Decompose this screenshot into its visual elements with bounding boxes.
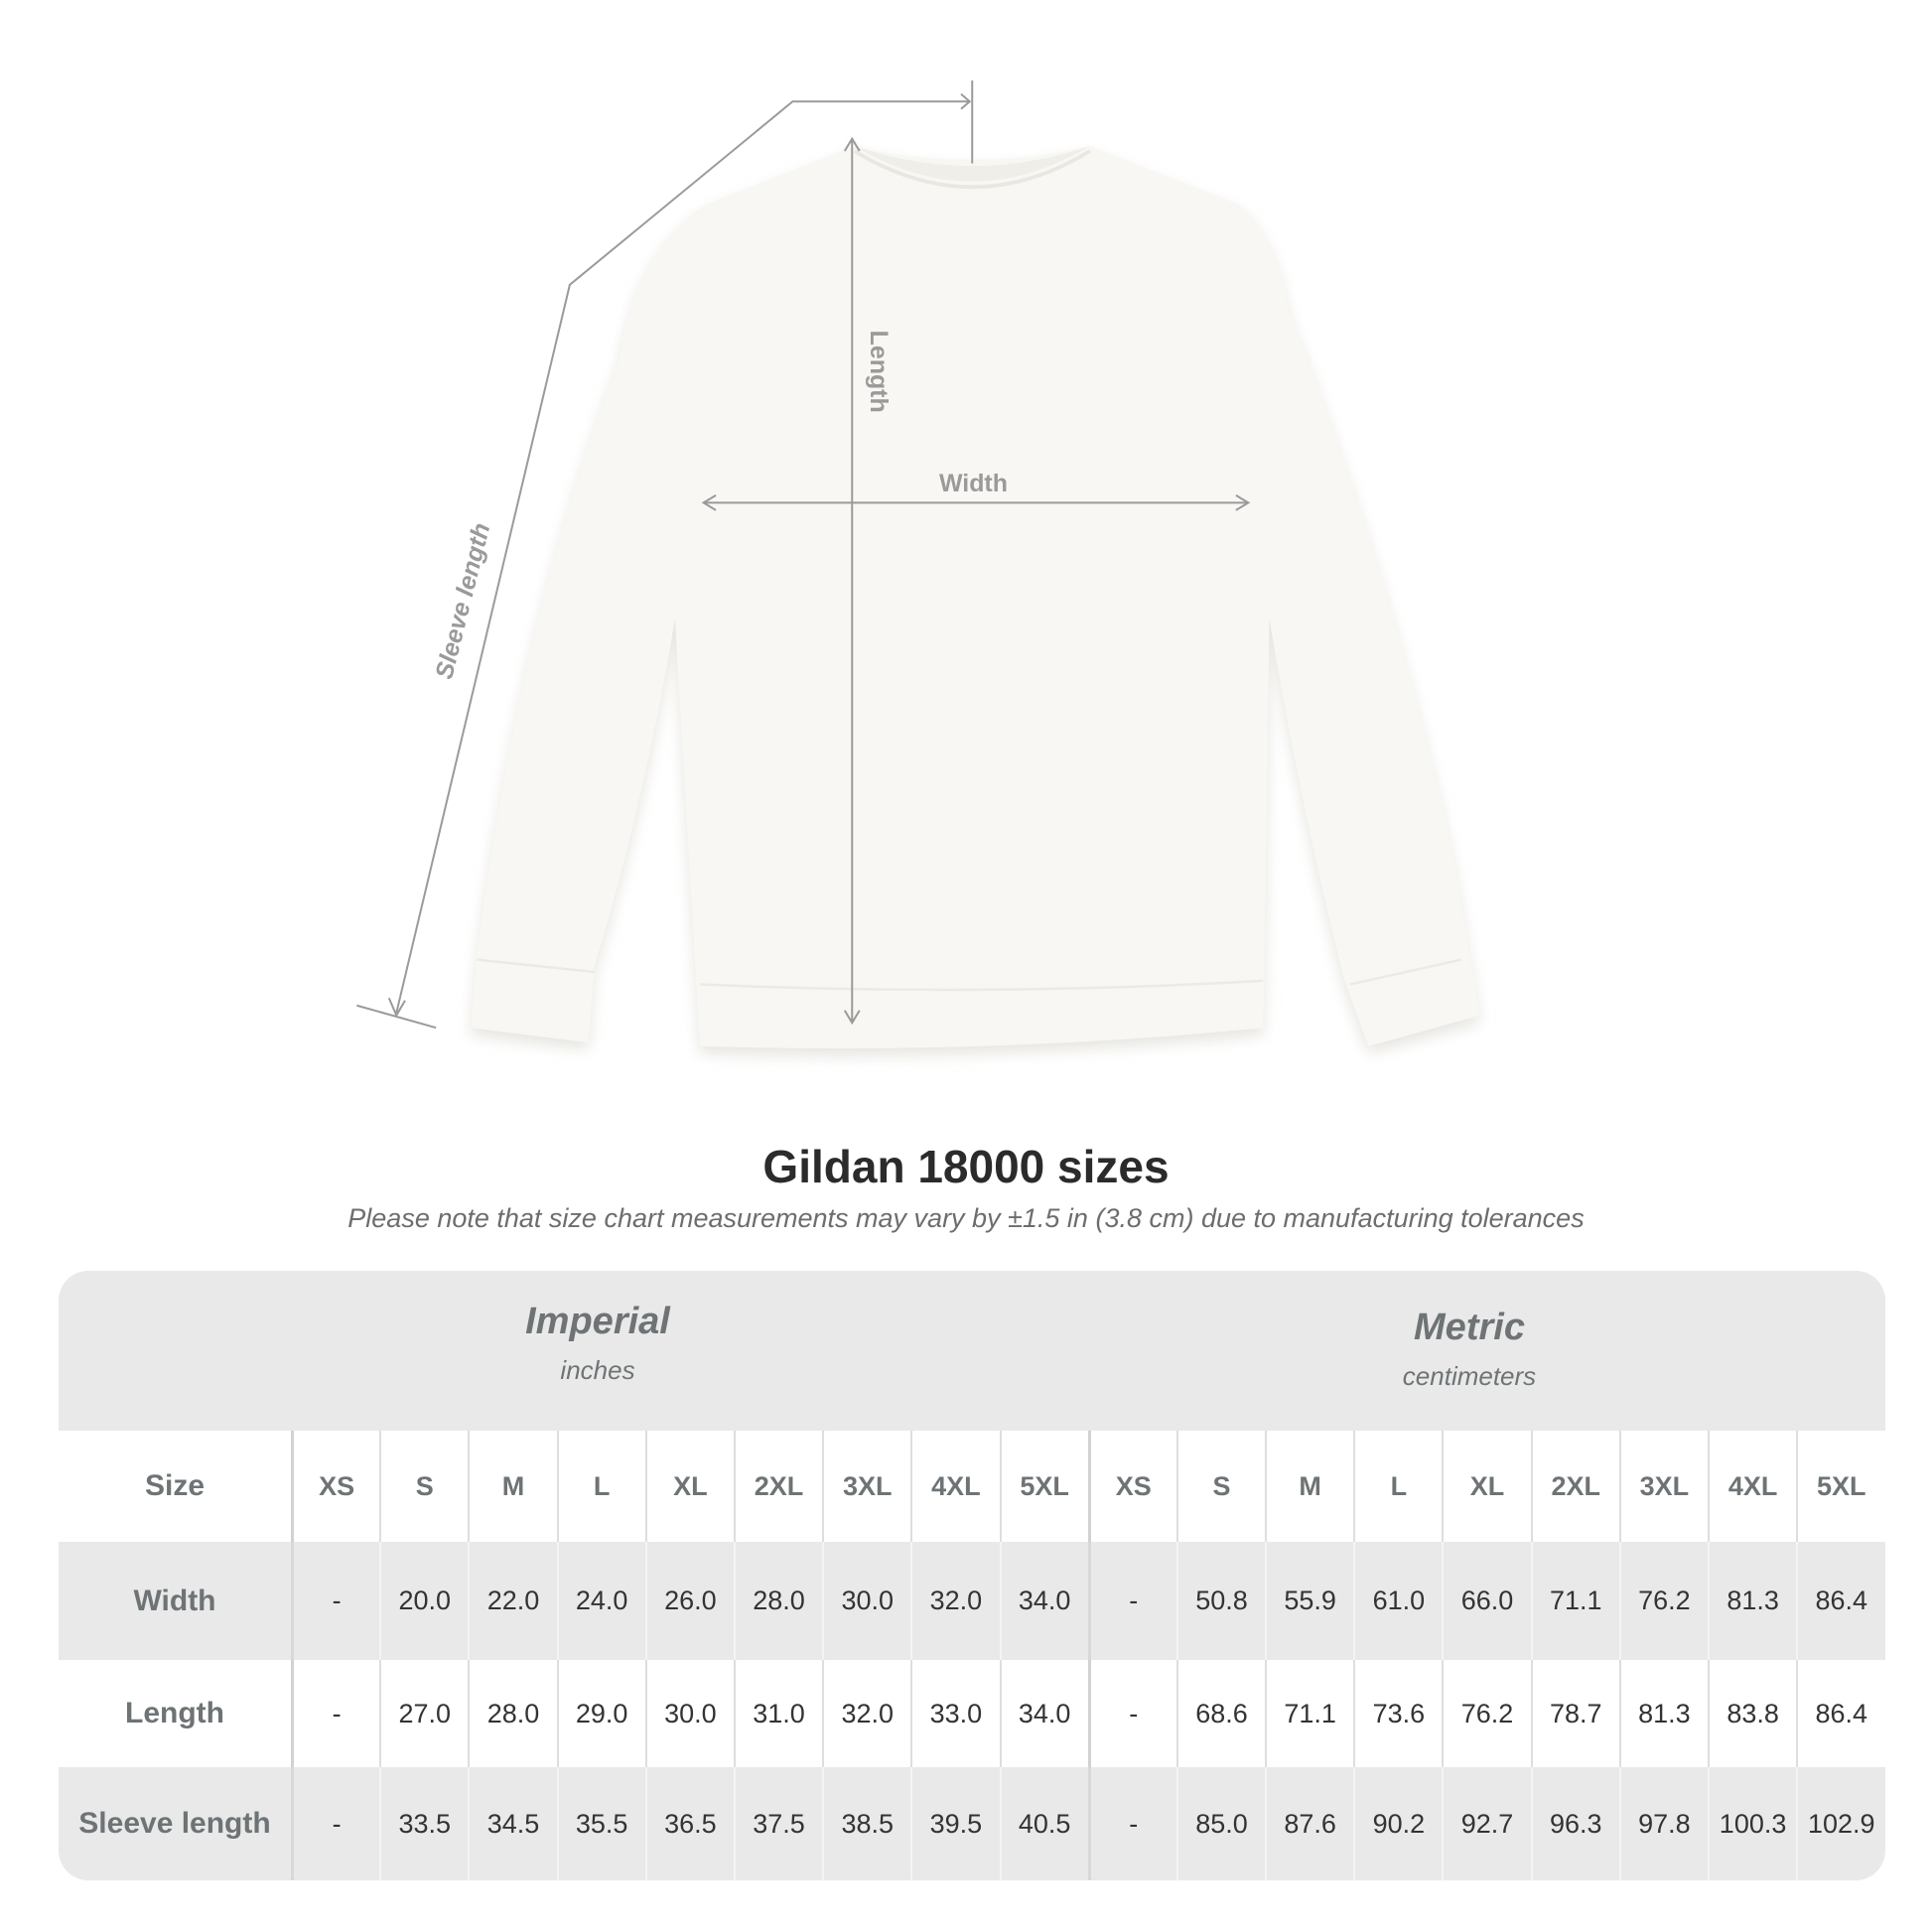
unit-header: Imperial inches Metric centimeters — [59, 1271, 1885, 1431]
imperial-value-cell: 26.0 — [644, 1542, 734, 1660]
metric-value-cell: 96.3 — [1530, 1767, 1619, 1880]
metric-header: Metric centimeters — [1122, 1307, 1817, 1392]
metric-unit: centimeters — [1402, 1361, 1537, 1391]
metric-size-3xl: 3XL — [1618, 1431, 1708, 1542]
imperial-value-cell: 40.5 — [999, 1767, 1088, 1880]
metric-size-m: M — [1265, 1431, 1353, 1542]
table-row-width: Width -20.0 22.0 24.0 26.0 28.0 30.0 32.0 34.0-5… — [59, 1542, 1885, 1660]
metric-value-cell: 102.9 — [1796, 1767, 1884, 1880]
metric-value-cell: - — [1087, 1660, 1176, 1767]
metric-value-cell: 71.1 — [1265, 1660, 1353, 1767]
metric-title: Metric — [1414, 1307, 1525, 1348]
sleeve-length-line — [395, 100, 970, 1014]
imperial-value-cell: 36.5 — [644, 1767, 734, 1880]
imperial-value-cell: 33.0 — [910, 1660, 999, 1767]
imperial-value-cell: 22.0 — [468, 1542, 556, 1660]
size-header-row: Size XS S M L XL 2XL 3XL 4XL 5XL XS S M L XL 2XL 3XL 4XL 5… — [59, 1431, 1885, 1542]
imperial-value-cell: 34.5 — [468, 1767, 556, 1880]
metric-value-cell: 66.0 — [1442, 1542, 1530, 1660]
imperial-value-cell: 38.5 — [822, 1767, 910, 1880]
metric-value-cell: 86.4 — [1796, 1660, 1884, 1767]
row-label: Sleeve length — [78, 1807, 271, 1840]
page-title: Gildan 18000 sizes — [762, 1141, 1170, 1192]
imperial-title: Imperial — [525, 1301, 670, 1342]
imperial-size-xl: XL — [644, 1431, 734, 1542]
table-row-length: Length -27.0 28.0 29.0 30.0 31.0 32.0 33.0 34.0-… — [59, 1660, 1885, 1767]
imperial-size-m: M — [468, 1431, 556, 1542]
imperial-unit: inches — [560, 1355, 635, 1385]
metric-value-cell: 73.6 — [1353, 1660, 1442, 1767]
metric-value-cell: 87.6 — [1265, 1767, 1353, 1880]
metric-size-l: L — [1353, 1431, 1442, 1542]
imperial-value-cell: 24.0 — [556, 1542, 645, 1660]
tolerance-note: Please note that size chart measurements… — [347, 1203, 1585, 1233]
metric-size-xs: XS — [1087, 1431, 1176, 1542]
metric-value-cell: 81.3 — [1708, 1542, 1796, 1660]
imperial-value-cell: 20.0 — [379, 1542, 468, 1660]
imperial-value-cell: - — [291, 1660, 379, 1767]
metric-value-cell: 50.8 — [1175, 1542, 1265, 1660]
size-label: Size — [144, 1469, 206, 1502]
imperial-value-cell: 37.5 — [733, 1767, 822, 1880]
metric-value-cell: 85.0 — [1175, 1767, 1265, 1880]
measurement-lines — [356, 80, 1251, 1030]
row-label: Length — [125, 1697, 224, 1729]
metric-size-5xl: 5XL — [1796, 1431, 1884, 1542]
metric-size-4xl: 4XL — [1708, 1431, 1796, 1542]
metric-value-cell: 61.0 — [1353, 1542, 1442, 1660]
metric-value-cell: - — [1087, 1542, 1176, 1660]
length-label: Length — [865, 331, 893, 413]
metric-value-cell: 81.3 — [1618, 1660, 1708, 1767]
metric-value-cell: 92.7 — [1442, 1767, 1530, 1880]
imperial-value-cell: 27.0 — [379, 1660, 468, 1767]
imperial-header: Imperial inches — [250, 1301, 945, 1386]
imperial-value-cell: - — [291, 1542, 379, 1660]
size-chart-table: Imperial inches Metric centimeters Size X… — [59, 1271, 1885, 1880]
imperial-value-cell: 28.0 — [733, 1542, 822, 1660]
metric-value-cell: 90.2 — [1353, 1767, 1442, 1880]
metric-value-cell: 97.8 — [1618, 1767, 1708, 1880]
imperial-value-cell: 28.0 — [468, 1660, 556, 1767]
metric-size-xl: XL — [1442, 1431, 1530, 1542]
imperial-value-cell: 33.5 — [379, 1767, 468, 1880]
metric-value-cell: 78.7 — [1530, 1660, 1619, 1767]
imperial-value-cell: 39.5 — [910, 1767, 999, 1880]
imperial-value-cell: 30.0 — [822, 1542, 910, 1660]
imperial-value-cell: - — [291, 1767, 379, 1880]
metric-value-cell: 71.1 — [1530, 1542, 1619, 1660]
imperial-size-s: S — [379, 1431, 468, 1542]
metric-value-cell: 55.9 — [1265, 1542, 1353, 1660]
imperial-value-cell: 35.5 — [556, 1767, 645, 1880]
imperial-value-cell: 34.0 — [999, 1542, 1088, 1660]
imperial-value-cell: 32.0 — [910, 1542, 999, 1660]
imperial-size-5xl: 5XL — [999, 1431, 1088, 1542]
imperial-value-cell: 31.0 — [733, 1660, 822, 1767]
metric-value-cell: - — [1087, 1767, 1176, 1880]
metric-size-s: S — [1175, 1431, 1265, 1542]
metric-value-cell: 68.6 — [1175, 1660, 1265, 1767]
metric-value-cell: 76.2 — [1442, 1660, 1530, 1767]
imperial-value-cell: 34.0 — [999, 1660, 1088, 1767]
table-row-sleeve-length: Sleeve length -33.5 34.5 35.5 36.5 37.5 38.5 39… — [59, 1767, 1885, 1880]
metric-value-cell: 83.8 — [1708, 1660, 1796, 1767]
imperial-value-cell: 29.0 — [556, 1660, 645, 1767]
sweatshirt-measurement-diagram: Length Width Sleeve length — [356, 80, 1480, 1056]
sleeve-length-label: Sleeve length — [430, 520, 495, 682]
metric-value-cell: 86.4 — [1796, 1542, 1884, 1660]
imperial-value-cell: 32.0 — [822, 1660, 910, 1767]
row-label: Width — [133, 1584, 216, 1617]
metric-value-cell: 76.2 — [1618, 1542, 1708, 1660]
imperial-value-cell: 30.0 — [644, 1660, 734, 1767]
imperial-size-4xl: 4XL — [910, 1431, 999, 1542]
imperial-size-3xl: 3XL — [822, 1431, 910, 1542]
metric-size-2xl: 2XL — [1530, 1431, 1619, 1542]
width-label: Width — [939, 470, 1008, 497]
imperial-size-2xl: 2XL — [733, 1431, 822, 1542]
metric-value-cell: 100.3 — [1708, 1767, 1796, 1880]
imperial-size-xs: XS — [291, 1431, 379, 1542]
imperial-size-l: L — [556, 1431, 645, 1542]
sweatshirt-image — [471, 146, 1480, 1056]
